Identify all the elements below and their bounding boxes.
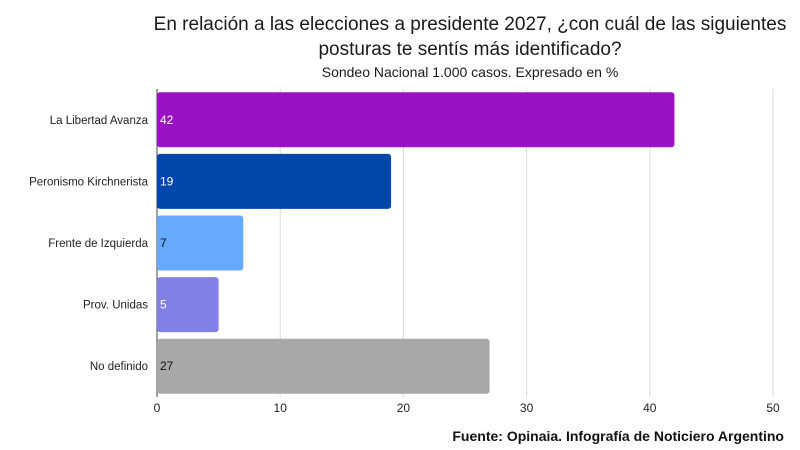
bar-5 — [157, 338, 490, 394]
x-tick-label: 30 — [520, 401, 534, 415]
bar-4 — [157, 277, 219, 333]
x-tick-label: 10 — [274, 401, 288, 415]
x-tick-label: 0 — [154, 401, 161, 415]
chart-title-line-2: posturas te sentís más identificado? — [318, 39, 622, 60]
bar-3 — [157, 215, 244, 271]
x-tick-label: 40 — [643, 401, 657, 415]
data-label: 5 — [160, 298, 167, 312]
data-label: 27 — [160, 359, 174, 373]
data-label: 19 — [160, 174, 174, 188]
source-credit: Fuente: Opinaia. Infografía de Noticiero… — [452, 428, 784, 444]
category-label: No definido — [90, 361, 148, 373]
data-label: 42 — [160, 113, 174, 127]
category-label: Prov. Unidas — [83, 300, 148, 312]
chart-title: En relación a las elecciones a president… — [120, 12, 800, 62]
bar-2 — [157, 153, 392, 209]
x-tick-label: 50 — [766, 401, 780, 415]
category-label: Peronismo Kirchnerista — [29, 176, 148, 188]
x-tick-label: 20 — [397, 401, 411, 415]
bar-1 — [157, 92, 675, 148]
chart-subtitle: Sondeo Nacional 1.000 casos. Expresado e… — [321, 64, 619, 80]
chart-title-line-1: En relación a las elecciones a president… — [153, 14, 787, 35]
data-label: 7 — [160, 236, 167, 250]
category-label: La Libertad Avanza — [50, 115, 149, 127]
category-label: Frente de Izquierda — [48, 238, 148, 250]
